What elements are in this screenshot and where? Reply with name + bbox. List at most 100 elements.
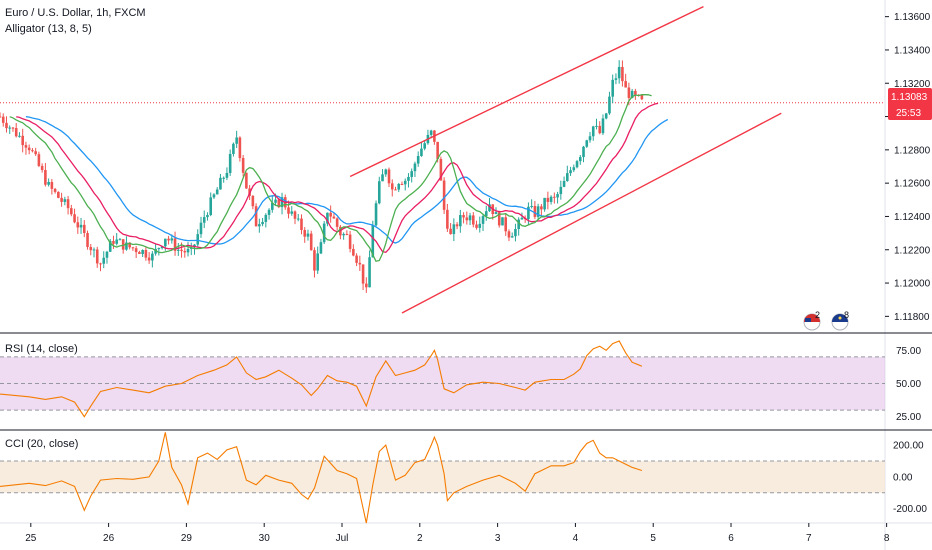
candle-body [621,66,624,82]
candle-body [296,218,300,220]
trend-channel[interactable] [349,6,782,314]
alligator-legend[interactable]: Alligator (13, 8, 5) [5,23,92,35]
candle-body [449,228,452,235]
candle-body [322,223,326,243]
candle-body [0,116,2,118]
candle-body [566,173,569,181]
candle-body [507,231,511,238]
candle-body [397,183,401,190]
candle-body [186,248,190,253]
candles [0,60,644,293]
candle-body [157,248,161,250]
candle-body [306,233,310,237]
candle-body [533,205,537,217]
last-price-label: 1.13083 [891,92,928,103]
candle-body [89,246,93,251]
price-tick-label: 1.11800 [894,312,930,323]
time-tick-label: 7 [806,533,812,544]
rsi-tick-label: 50.00 [896,379,921,390]
time-tick-label: 8 [884,533,890,544]
rsi-legend[interactable]: RSI (14, close) [5,343,78,355]
candle-body [202,217,206,223]
price-tick-label: 1.12400 [894,212,931,223]
candle-body [151,253,154,261]
symbol-title[interactable]: Euro / U.S. Dollar, 1h, FXCM [5,7,146,19]
candle-body [627,87,631,98]
candle-body [517,219,520,230]
eu-flag-icon[interactable]: 8 [831,310,849,331]
candle-body [468,215,472,221]
candle-body [40,165,44,170]
candle-body [121,239,125,250]
time-tick-label: 29 [181,533,193,544]
candle-body [365,283,368,288]
candle-body [549,196,553,202]
rsi-line [0,340,643,418]
us-event-count: 2 [815,310,820,320]
rsi-series [0,340,643,418]
alligator-lips-line [9,93,652,263]
candle-body [484,211,488,217]
candle-body [21,135,24,146]
candle-body [588,136,592,141]
candle-body [95,249,99,264]
eu-event-count: 8 [844,310,849,320]
candle-body [222,177,225,179]
candle-body [258,224,261,227]
us-flag-icon[interactable]: 2 [803,310,821,331]
candle-body [293,211,297,219]
cci-tick-label: -200.00 [893,504,927,515]
plot-background [0,0,885,550]
candle-body [105,251,109,258]
candle-body [452,224,456,235]
candle-body [536,206,540,217]
candle-body [630,90,634,98]
candle-body [394,189,397,191]
candle-body [326,212,329,224]
candle-body [86,232,89,247]
candle-body [569,170,572,174]
candle-body [18,135,21,137]
candle-body [446,209,449,229]
candle-body [147,257,151,261]
candle-body [196,234,200,245]
price-tick-label: 1.13200 [894,79,931,90]
time-axis[interactable]: 25 26 29 30 Jul 2 3 4 5 6 7 8 [25,523,890,544]
cci-axis[interactable]: 200.00 0.00 -200.00 [893,441,927,516]
candle-body [387,169,391,184]
rsi-tick-label: 75.00 [896,346,921,357]
candle-body [235,137,238,144]
candle-body [585,140,589,147]
candle-body [640,95,644,100]
rsi-axis[interactable]: 75.00 50.00 25.00 [896,346,921,423]
time-tick-label: 26 [103,533,115,544]
candle-body [241,158,245,173]
cci-series [0,432,643,524]
candle-body [345,233,349,235]
price-axis[interactable]: 1.136001.134001.132001.130001.128001.126… [885,12,931,323]
candle-body [125,242,128,250]
event-markers[interactable]: 2 8 [803,310,849,331]
time-tick-label: 30 [259,533,271,544]
candle-body [131,247,135,249]
candle-body [57,191,60,198]
candle-body [572,167,576,171]
candle-body [465,217,469,221]
candle-body [245,172,248,189]
candle-body [578,157,582,162]
candle-body [300,218,303,231]
candle-body [504,217,508,232]
candle-body [232,143,235,154]
candle-body [251,195,255,207]
candle-body [595,125,598,127]
candle-body [73,214,76,223]
candle-body [601,118,605,134]
cci-legend[interactable]: CCI (20, close) [5,438,78,450]
candle-body [209,197,213,216]
candle-body [604,113,608,119]
candle-body [342,233,345,236]
candle-body [70,208,73,215]
candle-body [390,183,394,190]
candle-body [361,264,365,284]
